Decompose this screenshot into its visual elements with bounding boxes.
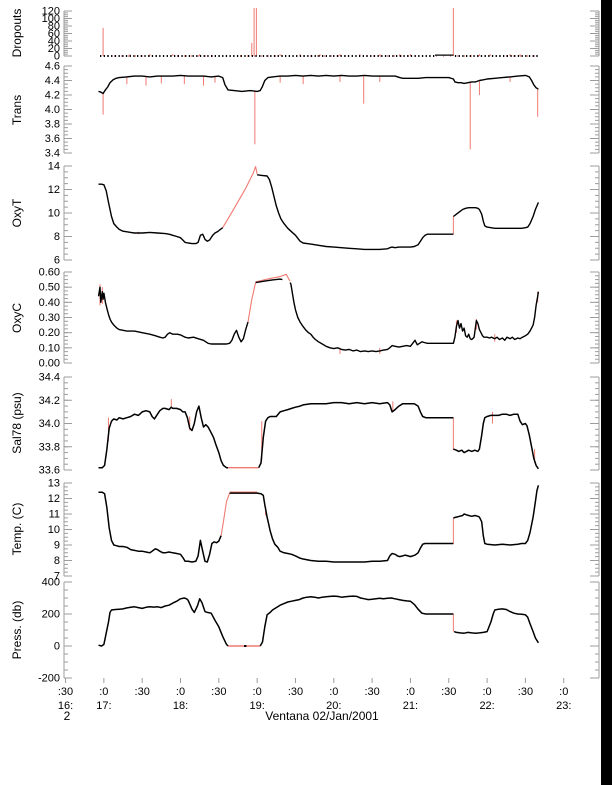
svg-text:0: 0 xyxy=(54,641,60,653)
svg-text:34.2: 34.2 xyxy=(39,395,60,407)
svg-text::30: :30 xyxy=(518,686,533,698)
svg-text:6: 6 xyxy=(54,255,60,267)
panel-title-oxyc: OxyC xyxy=(10,303,24,333)
svg-text:0.20: 0.20 xyxy=(39,327,60,339)
svg-text::0: :0 xyxy=(483,686,492,698)
svg-text:33.6: 33.6 xyxy=(39,465,60,477)
svg-text::0: :0 xyxy=(176,686,185,698)
svg-text:0.30: 0.30 xyxy=(39,312,60,324)
figure-caption: Ventana 02/Jan/2001 xyxy=(265,709,379,723)
svg-text:0.60: 0.60 xyxy=(39,267,60,279)
svg-text:33.8: 33.8 xyxy=(39,441,60,453)
panel-title-dropouts: Dropouts xyxy=(10,8,24,58)
svg-text:100: 100 xyxy=(42,13,60,25)
svg-text:20:: 20: xyxy=(326,700,341,712)
svg-text:22:: 22: xyxy=(479,700,494,712)
svg-text::30: :30 xyxy=(135,686,150,698)
svg-text:4.4: 4.4 xyxy=(45,75,60,87)
svg-text:16:: 16: xyxy=(58,700,73,712)
svg-text:8: 8 xyxy=(54,555,60,567)
panel-title-press: Press. (db) xyxy=(10,600,24,660)
svg-text::30: :30 xyxy=(58,686,73,698)
svg-text:14: 14 xyxy=(48,161,60,173)
svg-text:4.6: 4.6 xyxy=(45,61,60,73)
svg-text:3.6: 3.6 xyxy=(45,133,60,145)
svg-text:19:: 19: xyxy=(250,700,265,712)
svg-text:7: 7 xyxy=(54,571,60,583)
svg-text:-200: -200 xyxy=(38,673,60,685)
svg-text:4.2: 4.2 xyxy=(45,90,60,102)
svg-text::30: :30 xyxy=(364,686,379,698)
svg-text:23:: 23: xyxy=(556,700,571,712)
svg-text:0.10: 0.10 xyxy=(39,342,60,354)
svg-text::30: :30 xyxy=(441,686,456,698)
svg-text:34.0: 34.0 xyxy=(39,418,60,430)
svg-text:10: 10 xyxy=(48,208,60,220)
svg-text::0: :0 xyxy=(559,686,568,698)
svg-text:17:: 17: xyxy=(96,700,111,712)
svg-text:0.50: 0.50 xyxy=(39,282,60,294)
svg-text:0.00: 0.00 xyxy=(39,358,60,370)
svg-text:120: 120 xyxy=(42,6,60,18)
svg-text::0: :0 xyxy=(406,686,415,698)
svg-text:20: 20 xyxy=(48,43,60,55)
panel-title-sal78: Sal78 (psu) xyxy=(10,392,24,454)
svg-text:3.4: 3.4 xyxy=(45,148,60,160)
svg-text:0: 0 xyxy=(54,51,60,63)
svg-text:3.8: 3.8 xyxy=(45,119,60,131)
svg-text:10: 10 xyxy=(48,524,60,536)
day-of-month-label: 2 xyxy=(63,709,71,723)
panel-title-temp: Temp. (C) xyxy=(10,502,24,556)
panel-title-trans: Trans xyxy=(10,94,24,126)
svg-text:60: 60 xyxy=(48,28,60,40)
svg-text:0.40: 0.40 xyxy=(39,297,60,309)
svg-text:21:: 21: xyxy=(403,700,418,712)
svg-text:34.4: 34.4 xyxy=(39,372,60,384)
svg-text:40: 40 xyxy=(48,36,60,48)
svg-text:8: 8 xyxy=(54,231,60,243)
svg-text:12: 12 xyxy=(48,184,60,196)
svg-text::0: :0 xyxy=(329,686,338,698)
svg-text:18:: 18: xyxy=(173,700,188,712)
svg-text::0: :0 xyxy=(253,686,262,698)
panel-title-oxyt: OxyT xyxy=(10,198,24,228)
svg-text::30: :30 xyxy=(288,686,303,698)
svg-text:80: 80 xyxy=(48,21,60,33)
svg-text:11: 11 xyxy=(49,509,60,521)
svg-text:13: 13 xyxy=(48,478,60,490)
svg-text:9: 9 xyxy=(54,540,60,552)
right-black-strip xyxy=(601,0,612,785)
svg-text::0: :0 xyxy=(99,686,108,698)
svg-text:12: 12 xyxy=(48,493,60,505)
svg-text:400: 400 xyxy=(42,577,60,589)
svg-text:200: 200 xyxy=(42,609,60,621)
svg-text::30: :30 xyxy=(211,686,226,698)
svg-text:4.0: 4.0 xyxy=(45,104,60,116)
